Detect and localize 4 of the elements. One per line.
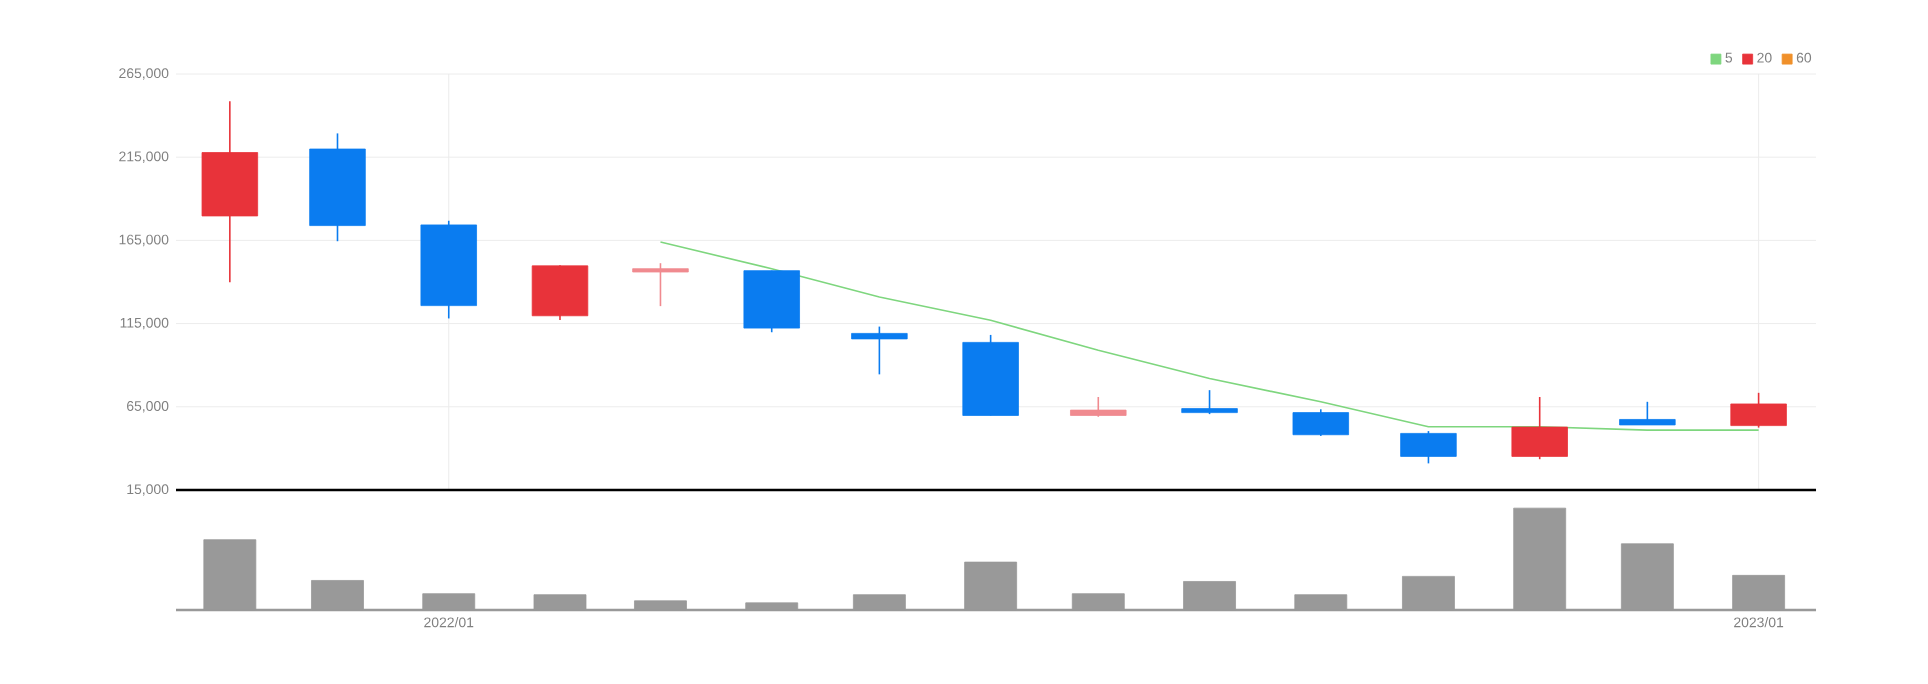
candlestick	[1181, 389, 1238, 415]
candlestick	[851, 325, 908, 376]
line-series	[659, 241, 1760, 431]
candlestick	[632, 262, 689, 307]
